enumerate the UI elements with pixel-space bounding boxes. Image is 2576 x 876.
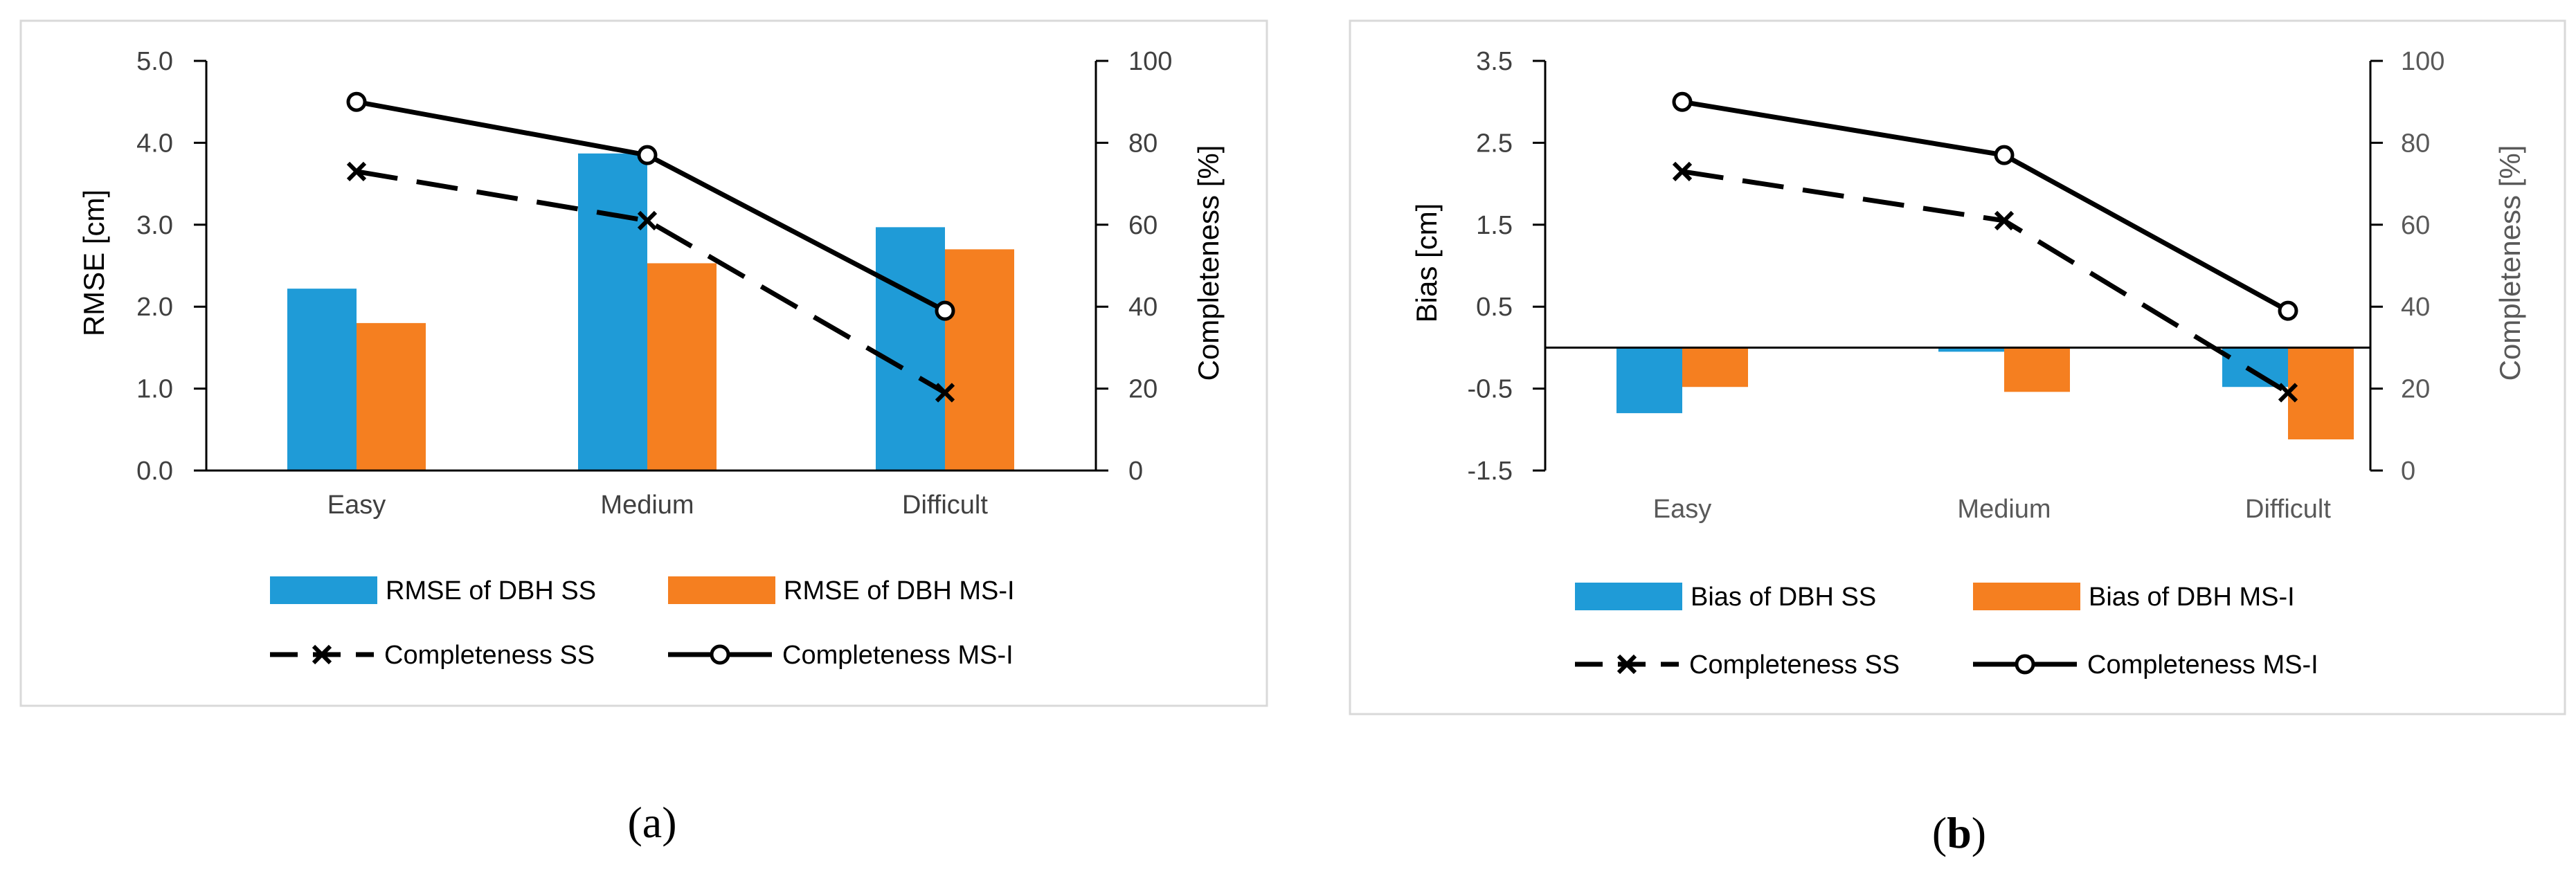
x-marker-stroke (2278, 383, 2298, 403)
category-label-medium: Medium (600, 491, 694, 520)
x-marker-stroke (346, 161, 367, 181)
completeness-msi-marker-difficult (935, 300, 955, 321)
caption-b: (b) (1932, 808, 1986, 857)
legend-swatch-bar (1973, 583, 2080, 610)
y-tick-label: 0.5 (1476, 293, 1513, 322)
completeness-ss-marker-medium (637, 210, 658, 231)
y2-tick-label: 80 (1128, 129, 1158, 158)
bar-ss-difficult (2222, 347, 2288, 387)
legend-label: Completeness MS-I (782, 641, 1014, 670)
x-marker-stroke (1994, 210, 2015, 231)
panel-b-legend: Bias of DBH SS Bias of DBH MS-I Completene… (1575, 583, 2318, 679)
panel-b-frame (1349, 19, 2566, 715)
y-tick-label: -1.5 (1468, 457, 1513, 486)
bar-msi-difficult (945, 249, 1014, 471)
legend-label: Bias of DBH MS-I (2089, 583, 2295, 612)
category-label-easy: Easy (1653, 495, 1711, 524)
panel-a-bars (287, 153, 1014, 471)
panel-a-lines (346, 91, 955, 403)
bar-msi-medium (647, 263, 717, 471)
panel-b-bars (1616, 347, 2354, 440)
x-marker-stroke (637, 210, 658, 231)
category-label-difficult: Difficult (2245, 495, 2331, 524)
legend-o-marker (2015, 654, 2035, 675)
completeness-ss-marker-difficult (2278, 383, 2298, 403)
panel-a-legend: RMSE of DBH SS RMSE of DBH MS-I Completene… (270, 576, 1015, 670)
legend-x-marker (1616, 654, 1637, 675)
panel-a-categories: Easy Medium Difficult (327, 491, 989, 520)
completeness-ss-marker-difficult (935, 383, 955, 403)
y-tick-label: 0.0 (136, 457, 173, 486)
panel-a-axes (205, 61, 1097, 472)
panel-a-chart: 0.0 1.0 2.0 3.0 4.0 5.0 0 20 40 60 80 100 Easy Mediu… (19, 19, 1268, 707)
completeness-msi-marker-medium (1994, 145, 2015, 165)
y-tick-label: 5.0 (136, 47, 173, 76)
y-tick-label: 2.0 (136, 293, 173, 322)
y2-tick-label: 100 (2401, 47, 2444, 76)
bar-ss-difficult (876, 227, 945, 471)
completeness-ss-line (356, 169, 946, 395)
category-label-medium: Medium (1957, 495, 2051, 524)
legend-x-marker (312, 644, 332, 665)
caption-a: (a) (627, 798, 676, 847)
panel-b-chart: -1.5 -0.5 0.5 1.5 2.5 3.5 0 20 40 60 80 100 Easy Med… (1349, 19, 2566, 715)
completeness-ss-marker-easy (346, 161, 367, 181)
legend-label: RMSE of DBH SS (386, 576, 596, 605)
panel-b-axes (1544, 61, 2372, 471)
legend-swatch-bar (1575, 583, 1682, 610)
completeness-msi-marker-easy (1672, 91, 1693, 112)
bar-ss-easy (287, 289, 357, 471)
legend-label: RMSE of DBH MS-I (784, 576, 1015, 605)
x-marker-stroke (1672, 161, 1693, 181)
panel-b-ticks: -1.5 -0.5 0.5 1.5 2.5 3.5 0 20 40 60 80 100 (1468, 47, 2445, 486)
panel-a-y2-axis-title: Completeness [%] (1192, 145, 1225, 381)
legend-swatch-bar (668, 576, 775, 604)
legend-label: Completeness SS (384, 641, 595, 670)
y2-tick-label: 0 (2401, 457, 2415, 486)
legend-o-marker (710, 644, 730, 665)
y-tick-label: 3.5 (1476, 47, 1513, 76)
y-tick-label: 3.0 (136, 211, 173, 240)
y-tick-label: 1.0 (136, 375, 173, 404)
legend-swatch-bar (270, 576, 377, 604)
bar-ss-easy (1616, 347, 1682, 414)
bar-msi-easy (1682, 347, 1748, 387)
completeness-msi-marker-difficult (2278, 300, 2298, 321)
bar-msi-easy (357, 322, 426, 471)
bar-ss-medium (1938, 347, 2004, 352)
bar-ss-medium (578, 153, 647, 471)
legend-label: Bias of DBH SS (1691, 583, 1876, 612)
y2-tick-label: 60 (1128, 211, 1158, 240)
y2-tick-label: 40 (2401, 293, 2430, 322)
y-tick-label: -0.5 (1468, 375, 1513, 404)
y2-tick-label: 80 (2401, 129, 2430, 158)
y2-tick-label: 20 (1128, 375, 1158, 404)
completeness-msi-marker-medium (637, 145, 658, 165)
y2-tick-label: 0 (1128, 457, 1143, 486)
y-tick-label: 4.0 (136, 129, 173, 158)
legend-label: Completeness SS (1689, 650, 1900, 679)
y2-tick-label: 100 (1128, 47, 1172, 76)
y2-tick-label: 60 (2401, 211, 2430, 240)
panel-a-ticks: 0.0 1.0 2.0 3.0 4.0 5.0 0 20 40 60 80 100 (136, 47, 1172, 486)
legend-label: Completeness MS-I (2087, 650, 2318, 679)
completeness-ss-marker-medium (1994, 210, 2015, 231)
panel-a-y-axis-title: RMSE [cm] (78, 190, 110, 336)
x-marker-stroke (935, 383, 955, 403)
y2-tick-label: 20 (2401, 375, 2430, 404)
panel-b-categories: Easy Medium Difficult (1653, 495, 2332, 524)
completeness-ss-marker-easy (1672, 161, 1693, 181)
panel-b-y-axis-title: Bias [cm] (1410, 203, 1443, 323)
category-label-easy: Easy (327, 491, 386, 520)
y-tick-label: 1.5 (1476, 211, 1513, 240)
category-label-difficult: Difficult (902, 491, 988, 520)
panel-b-lines (1672, 91, 2298, 403)
bar-msi-medium (2004, 347, 2070, 392)
y-tick-label: 2.5 (1476, 129, 1513, 158)
bar-msi-difficult (2288, 347, 2354, 440)
y2-tick-label: 40 (1128, 293, 1158, 322)
panel-b-y2-axis-title: Completeness [%] (2494, 145, 2526, 381)
completeness-msi-marker-easy (346, 91, 367, 112)
